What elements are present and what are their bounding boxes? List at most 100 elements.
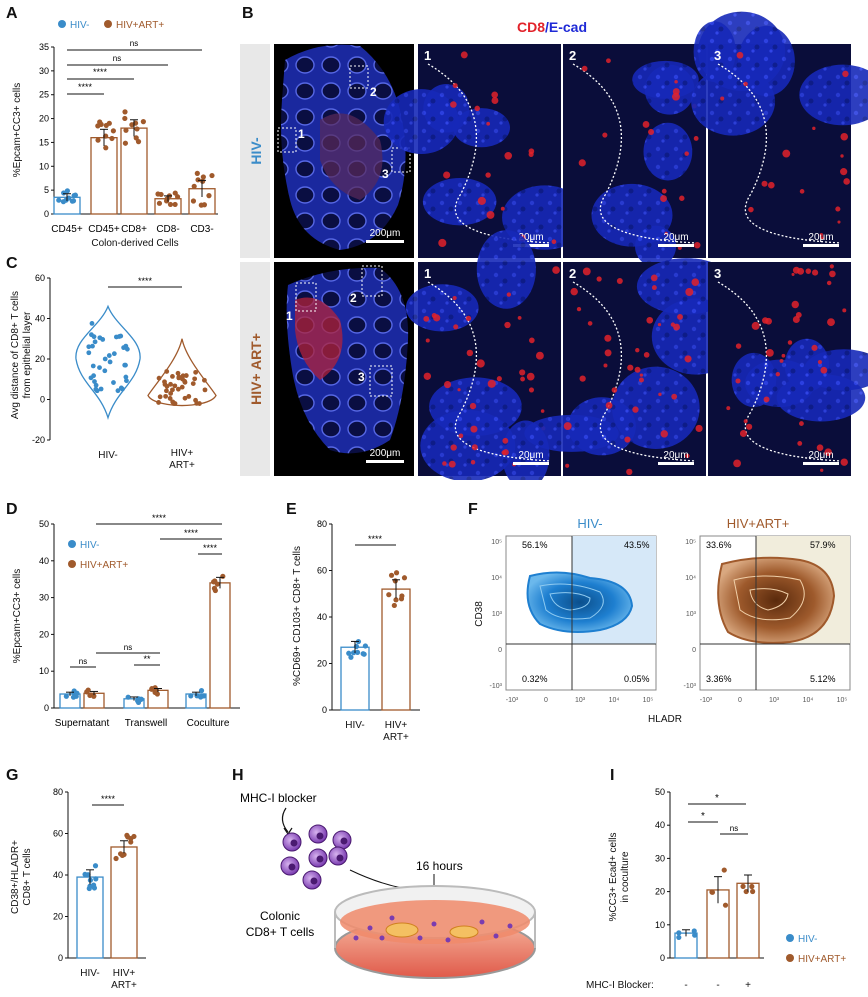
cd8-cell [423,315,430,322]
data-point [182,379,188,385]
y-tick-label: 10³ [686,611,697,618]
cd8-cell [672,88,680,95]
data-point [131,833,137,840]
cd8-cell [820,468,824,472]
legend-dot-hiv-pos [786,954,794,962]
data-point [123,343,129,349]
panel-a-sig: **** **** ns ns [67,39,202,95]
cd8-cell [611,387,618,393]
y-tick-label: 30 [39,593,49,603]
data-point [102,356,108,362]
cd8-cell [526,372,535,381]
data-point [86,885,92,892]
cd8-cell [797,440,803,446]
tcell-cluster [280,824,352,890]
sig-d: **** [184,528,199,538]
y-tick-label: 10³ [492,611,503,618]
tile-index: 2 [569,266,576,281]
data-point [201,202,208,208]
cd8-cell [779,358,784,363]
y-tick-label: 5 [44,185,49,195]
cd8-cell [767,181,775,189]
sig-d: ** [143,654,151,664]
y-tick-label: 40 [39,556,49,566]
cd8-cell [763,396,770,403]
scalebar [658,244,694,247]
data-point [157,394,163,400]
panel-a-ylabel: %Epcam+CC3+ cells [12,83,23,177]
epithelium-region [731,352,777,408]
scalebar [658,462,694,465]
data-point [399,593,405,599]
cd8-cell [570,287,578,296]
cd8-cell [685,453,690,459]
panel-d: D %Epcam+CC3+ cells HIV- HIV+ART+ 0 10 20 3… [6,501,240,729]
sig-a-1: **** [78,82,93,92]
cd8-cell [470,459,476,465]
panel-a: A HIV- HIV+ART+ %Epcam+CC3+ cells 0 5 10 15… [6,5,218,249]
legend-hiv-pos: HIV+ART+ [80,560,128,571]
panel-g-bars [76,832,138,959]
panel-e-letter: E [286,501,297,518]
sig-d: ns [79,657,87,666]
cd8-cell [775,372,781,377]
q-ul: 56.1% [522,540,548,550]
cd8-cell [843,178,850,185]
sig-a-4: ns [130,39,138,48]
data-point [123,127,129,133]
data-point [140,119,146,125]
scalebar-label: 20μm [808,232,833,243]
y-tick-label: 30 [39,66,49,76]
q-ul: 33.6% [706,540,732,550]
cd8-cell [616,278,623,284]
cd8-cell [691,278,700,286]
data-point [111,380,116,385]
data-point [70,694,77,700]
scalebar [803,244,839,247]
cd8-cell [465,315,472,322]
mhc-label: MHC-I Blocker: [586,980,654,991]
x-tick-label: 10³ [769,697,780,704]
time-label: 16 hours [416,859,463,873]
cd8-cell [506,292,512,297]
tile-index: 3 [714,266,721,281]
cd8-cell [605,402,613,409]
panel-b: B CD8/E-cad HIV- HIV+ ART+ 2 1 3 200μm [240,0,868,480]
data-point [393,570,400,576]
panel-d-sig: **** **** **** ns ** ns [70,513,222,668]
data-point [709,889,715,895]
panel-d-bars [59,573,231,709]
cd8-cell [817,359,822,365]
scalebar [513,462,549,465]
cd8-cell [799,421,804,426]
data-point [167,396,173,401]
roi-label: 2 [370,85,377,99]
cd8-cell [782,149,791,158]
data-point [64,188,70,194]
data-point [194,170,200,176]
crypt-border [427,281,552,462]
overview-hiv-neg: 2 1 3 200μm [274,44,414,258]
data-point [86,344,92,350]
roi-label: 1 [286,309,293,323]
cd8-cell [765,317,772,325]
x-tick-label: 10⁵ [643,697,654,704]
cd8-cell [820,366,828,374]
cd8-cell [587,321,593,326]
y-tick-label: 0 [660,953,665,963]
legend-dot-hiv-pos [68,560,76,568]
y-tick-label: 10⁵ [685,539,696,546]
panel-d-axis: 0 10 20 30 40 50 [39,519,240,713]
bar [209,582,231,709]
data-point [135,696,142,702]
data-point [70,198,77,204]
title-slash: / [545,19,549,35]
title-cd8: CD8 [517,19,545,35]
y-tick-label: 20 [655,887,665,897]
panel-i: I %CC3+ Ecad+ cells in coculture 0 10 20 30… [586,767,846,991]
cd8-cell [642,121,650,128]
roi-label: 3 [358,370,365,384]
cd8-cell [638,377,644,383]
data-point [118,385,124,391]
scalebar [803,462,839,465]
